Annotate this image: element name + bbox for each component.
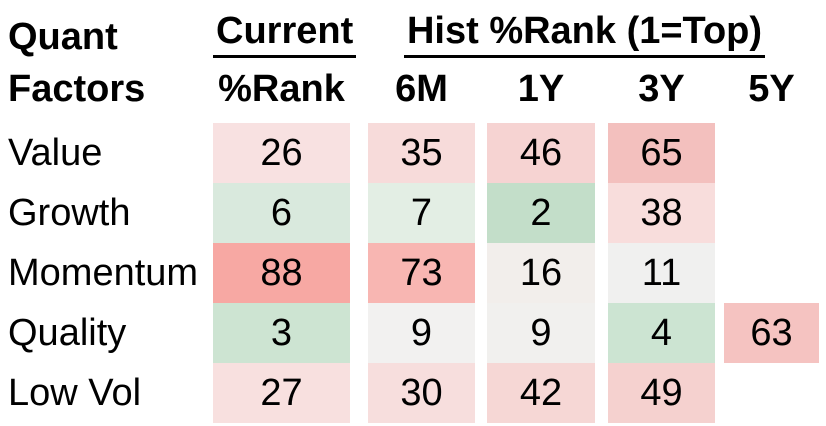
row-label-quality: Quality: [8, 311, 127, 354]
heatmap-cell-low-vol-1y: 42: [487, 363, 595, 423]
column-group-hist: Hist %Rank (1=Top): [350, 10, 819, 58]
table-row-growth: Growth 6 7 2 38: [0, 183, 826, 243]
heatmap-cell-low-vol-6m: 30: [368, 363, 475, 423]
corner-title-line2: Factors: [8, 67, 146, 110]
heatmap-cell-value-5y: [724, 123, 819, 183]
header-group-row: Quant Current Hist %Rank (1=Top): [0, 6, 826, 58]
heatmap-cell-growth-1y: 2: [487, 183, 595, 243]
heatmap-cell-quality-1y: 9: [487, 303, 595, 363]
row-label-growth: Growth: [8, 191, 131, 234]
column-header-3y: 3Y: [638, 67, 685, 110]
heatmap-cell-growth-rank: 6: [213, 183, 350, 243]
heatmap-cell-low-vol-3y: 49: [608, 363, 715, 423]
table-row-momentum: Momentum 88 73 16 11: [0, 243, 826, 303]
table-row-quality: Quality 3 9 9 4 63: [0, 303, 826, 363]
heatmap-cell-momentum-1y: 16: [487, 243, 595, 303]
table-row-value: Value 26 35 46 65: [0, 123, 826, 183]
heatmap-cell-momentum-rank: 88: [213, 243, 350, 303]
heatmap-cell-momentum-3y: 11: [608, 243, 715, 303]
column-group-hist-label: Hist %Rank (1=Top): [403, 10, 766, 58]
heatmap-cell-quality-6m: 9: [368, 303, 475, 363]
column-header-1y: 1Y: [517, 67, 565, 110]
heatmap-cell-value-3y: 65: [608, 123, 715, 183]
header-subrow: Factors %Rank 6M 1Y 3Y 5Y: [0, 58, 826, 110]
column-header-6m: 6M: [395, 67, 448, 110]
column-header-percent-rank: %Rank: [218, 67, 345, 110]
heatmap-cell-growth-6m: 7: [368, 183, 475, 243]
heatmap-cell-quality-rank: 3: [213, 303, 350, 363]
heatmap-cell-value-1y: 46: [487, 123, 595, 183]
heatmap-cell-low-vol-5y: [724, 363, 819, 423]
heatmap-cell-value-rank: 26: [213, 123, 350, 183]
row-label-momentum: Momentum: [8, 251, 199, 294]
heatmap-cell-growth-3y: 38: [608, 183, 715, 243]
column-group-current: Current: [213, 10, 357, 58]
heatmap-cell-quality-3y: 4: [608, 303, 715, 363]
column-group-current-label: Current: [213, 10, 357, 58]
table-row-low-vol: Low Vol 27 30 42 49: [0, 363, 826, 423]
heatmap-body: Value 26 35 46 65 Growth 6 7 2 38 Moment…: [0, 123, 826, 423]
heatmap-cell-low-vol-rank: 27: [213, 363, 350, 423]
heatmap-cell-value-6m: 35: [368, 123, 475, 183]
heatmap-cell-momentum-5y: [724, 243, 819, 303]
corner-title-line1: Quant: [8, 15, 118, 58]
heatmap-cell-momentum-6m: 73: [368, 243, 475, 303]
row-label-value: Value: [8, 131, 103, 174]
heatmap-cell-quality-5y: 63: [724, 303, 819, 363]
heatmap-cell-growth-5y: [724, 183, 819, 243]
column-header-5y: 5Y: [748, 67, 795, 110]
row-label-low-vol: Low Vol: [8, 371, 142, 414]
